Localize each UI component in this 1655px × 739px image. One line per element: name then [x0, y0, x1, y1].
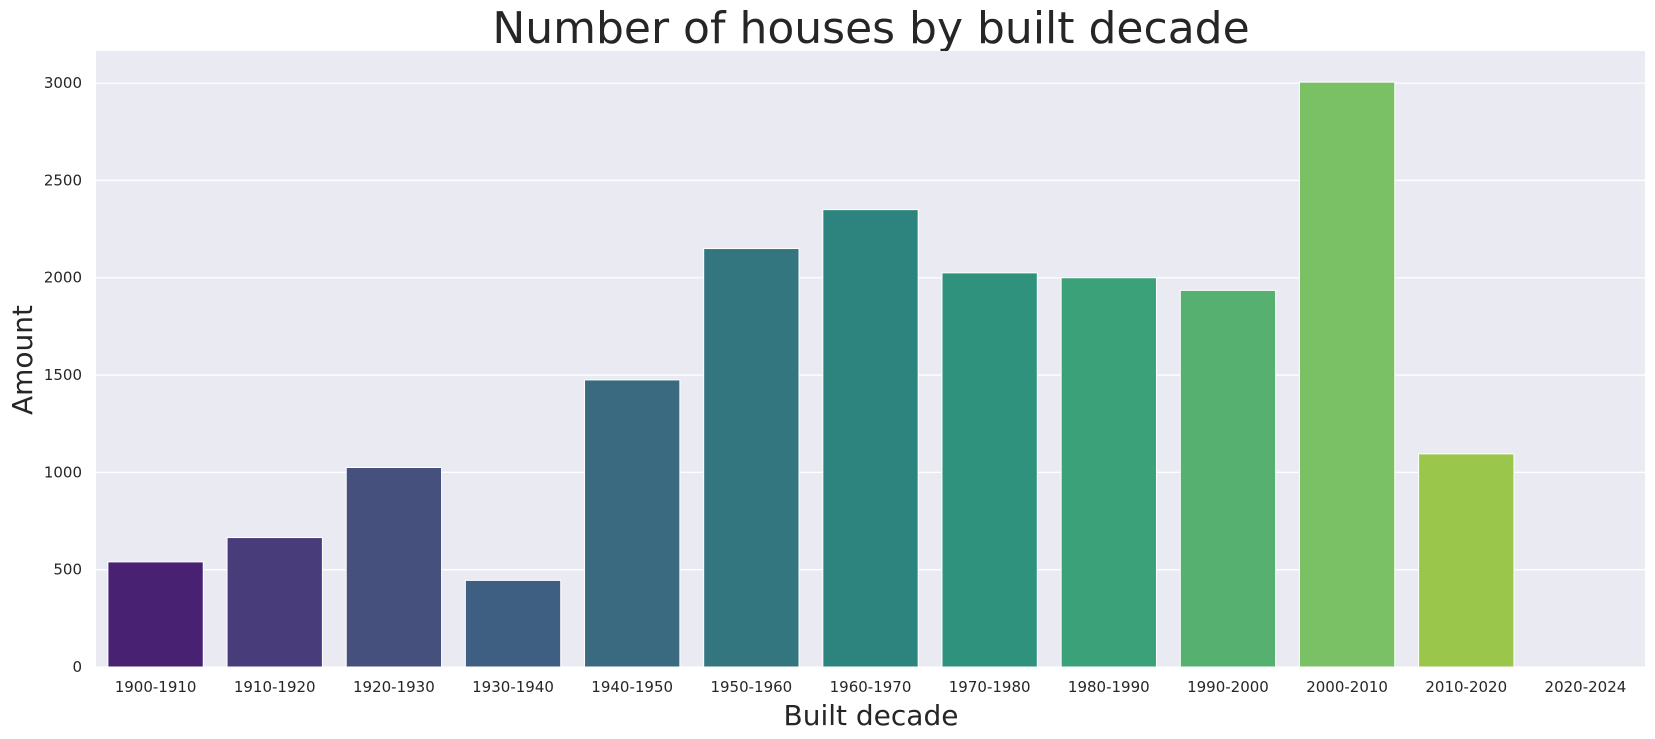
bars	[107, 81, 1515, 668]
x-tick-label: 1900-1910	[115, 678, 197, 696]
bar-2010-2020	[1418, 453, 1515, 668]
x-tick-label: 1930-1940	[472, 678, 554, 696]
chart-title: Number of houses by built decade	[492, 3, 1249, 54]
bar-1910-1920	[226, 537, 323, 668]
y-tick-label: 1500	[44, 366, 82, 384]
bar-1980-1990	[1060, 277, 1157, 668]
y-tick-label: 2500	[44, 171, 82, 189]
x-tick-label: 1970-1980	[949, 678, 1031, 696]
x-tick-label: 1990-2000	[1187, 678, 1269, 696]
bar-2000-2010	[1298, 81, 1396, 668]
bar-1960-1970	[822, 209, 919, 668]
y-tick-label: 1000	[44, 463, 82, 481]
y-tick-label: 500	[53, 561, 82, 579]
y-tick-label: 0	[72, 658, 82, 676]
x-tick-label: 1950-1960	[710, 678, 792, 696]
x-tick-label: 1940-1950	[591, 678, 673, 696]
x-tick-label: 1910-1920	[234, 678, 316, 696]
y-tick-label: 3000	[44, 74, 82, 92]
bar-1970-1980	[941, 272, 1038, 668]
x-tick-label: 2010-2020	[1425, 678, 1507, 696]
bar-1900-1910	[107, 561, 204, 668]
x-tick-label: 1960-1970	[830, 678, 912, 696]
y-tick-label: 2000	[44, 269, 82, 287]
x-tick-label: 1980-1990	[1068, 678, 1150, 696]
y-axis-label: Amount	[6, 305, 39, 415]
x-axis-label: Built decade	[784, 699, 959, 732]
bar-1930-1940	[464, 579, 562, 668]
bar-1920-1930	[345, 467, 443, 668]
x-tick-label: 2000-2010	[1306, 678, 1388, 696]
x-tick-label: 2020-2024	[1545, 678, 1627, 696]
y-axis-ticks: 0 500 1000 1500 2000 2500 3000	[44, 74, 82, 676]
x-axis-ticks: 1900-1910 1910-1920 1920-1930 1930-1940 1940…	[115, 678, 1627, 696]
x-tick-label: 1920-1930	[353, 678, 435, 696]
bar-1940-1950	[584, 379, 681, 668]
bar-1990-2000	[1179, 289, 1277, 668]
bar-1950-1960	[703, 248, 800, 668]
